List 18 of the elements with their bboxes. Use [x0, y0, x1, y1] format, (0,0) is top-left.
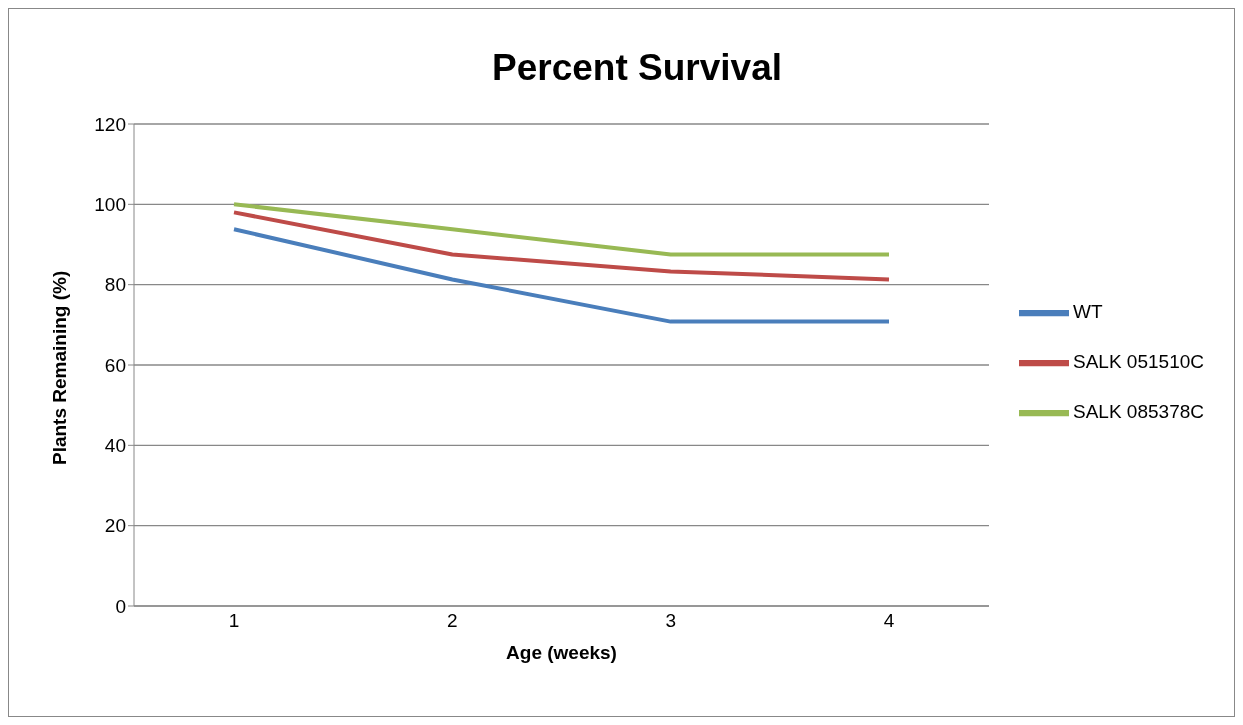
y-tick-label: 20 [104, 515, 126, 537]
y-tick-label: 0 [115, 595, 126, 617]
y-tick-label: 120 [94, 113, 126, 135]
chart-title: Percent Survival [491, 47, 783, 89]
x-tick-label: 1 [228, 610, 240, 632]
x-axis-title: Age (weeks) [506, 642, 617, 664]
legend-label: WT [1073, 300, 1103, 322]
line-series [232, 210, 891, 282]
legend-label: SALK 085378C [1073, 400, 1204, 422]
x-tick-label: 4 [883, 610, 895, 632]
legend-label: SALK 051510C [1073, 350, 1204, 372]
y-tick-label: 40 [104, 435, 126, 457]
x-tick-label: 3 [665, 610, 676, 632]
y-tick-label: 100 [94, 194, 126, 216]
y-tick-label: 60 [104, 354, 126, 376]
y-axis-title: Plants Remaining (%) [48, 270, 70, 465]
x-tick-label: 2 [447, 610, 458, 632]
y-tick-label: 80 [104, 274, 126, 296]
